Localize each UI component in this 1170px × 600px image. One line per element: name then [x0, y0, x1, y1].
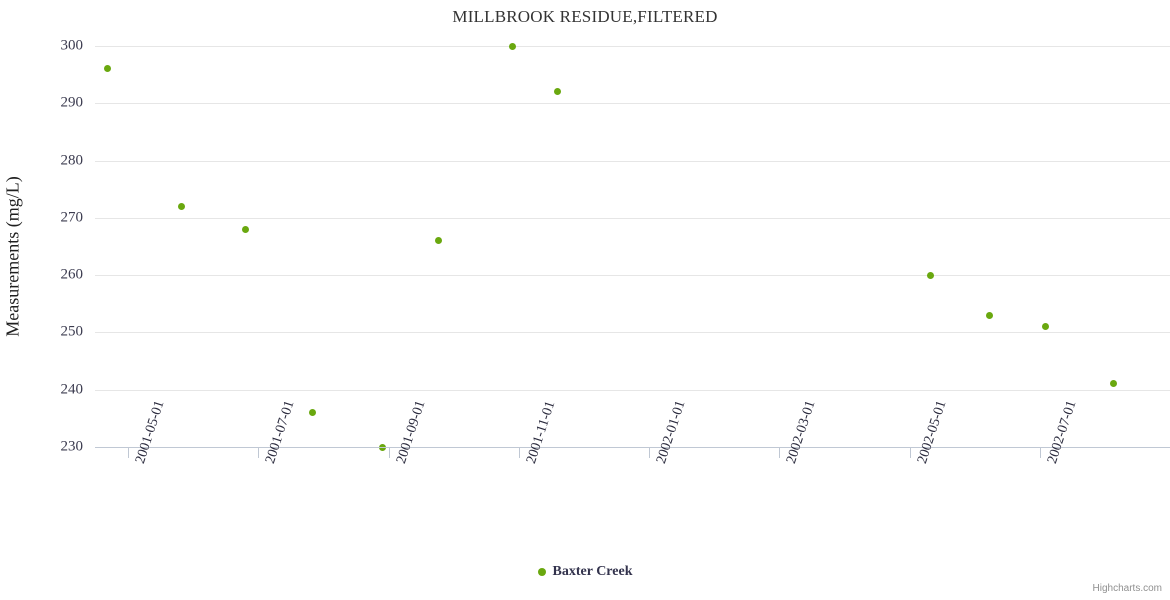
y-axis-tick-label: 280 — [60, 152, 84, 169]
y-axis-tick-label: 290 — [60, 94, 84, 111]
x-axis-tick — [909, 448, 911, 458]
data-point[interactable] — [103, 65, 111, 73]
gridline — [95, 217, 1170, 219]
chart-legend: Baxter Creek — [0, 563, 1170, 581]
data-point[interactable] — [242, 225, 250, 233]
x-axis-tick — [388, 448, 390, 458]
data-point[interactable] — [1110, 380, 1118, 388]
x-axis-tick — [649, 448, 650, 458]
y-axis-tick-label: 230 — [60, 438, 84, 455]
gridline — [95, 103, 1170, 105]
data-point[interactable] — [985, 311, 993, 319]
y-axis-tick-label: 300 — [60, 37, 84, 54]
x-axis-tick — [128, 448, 129, 458]
data-point[interactable] — [435, 237, 443, 245]
y-axis-title: Measurements (mg/L) — [2, 176, 23, 337]
x-axis-tick — [779, 448, 781, 458]
y-axis-tick-label: 250 — [60, 323, 84, 340]
y-axis-tick-label: 270 — [60, 209, 84, 226]
x-axis-line — [95, 447, 1170, 448]
data-point[interactable] — [308, 409, 316, 417]
gridline — [95, 275, 1170, 277]
gridline — [95, 160, 1170, 162]
chart-title: MILLBROOK RESIDUE,FILTERED — [452, 7, 718, 26]
gridline — [95, 332, 1170, 334]
data-point[interactable] — [927, 271, 935, 279]
y-axis-tick-label: 240 — [60, 381, 84, 398]
highcharts-credits[interactable]: Highcharts.com — [1092, 583, 1162, 594]
data-point[interactable] — [1041, 323, 1049, 331]
data-point[interactable] — [553, 88, 561, 96]
gridline — [95, 46, 1170, 47]
x-axis-tick — [518, 448, 520, 458]
x-axis-tick — [258, 448, 260, 458]
plot-area — [95, 42, 1170, 451]
x-axis-tick — [1039, 448, 1041, 458]
data-point[interactable] — [509, 42, 517, 50]
legend-marker-icon — [537, 567, 546, 576]
y-axis-tick-label: 260 — [60, 266, 84, 283]
gridline — [95, 389, 1170, 391]
legend-item-label: Baxter Creek — [552, 563, 633, 579]
legend-item-baxter-creek[interactable]: Baxter Creek — [537, 563, 633, 581]
data-point[interactable] — [177, 202, 185, 210]
